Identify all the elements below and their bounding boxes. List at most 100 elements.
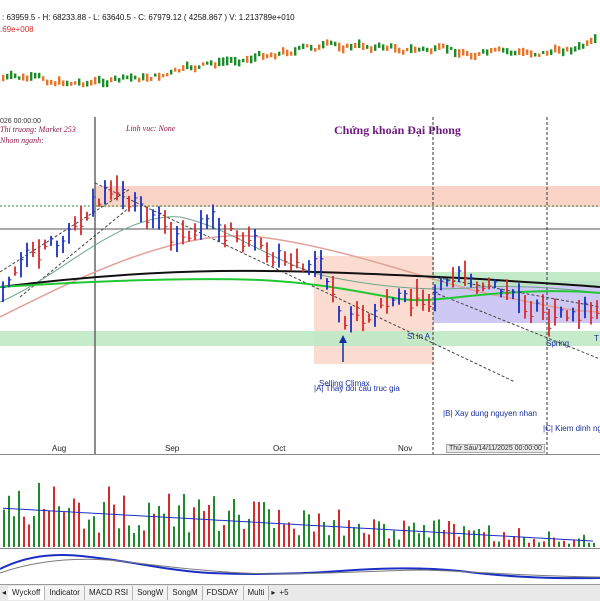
overview-bar: [338, 42, 341, 52]
overview-bar: [74, 81, 77, 85]
overview-bar: [462, 48, 465, 56]
overview-bar: [558, 46, 561, 54]
overview-bar: [550, 49, 553, 56]
overview-bar: [586, 40, 589, 47]
overview-bar: [222, 57, 225, 66]
overview-bar: [354, 42, 357, 49]
overview-bar: [482, 49, 485, 54]
overview-bar: [386, 45, 389, 51]
tab-fdsday[interactable]: FDSDAY: [202, 586, 244, 600]
overview-bar: [210, 60, 213, 66]
overview-bar: [314, 48, 317, 52]
tab-multi[interactable]: Multi: [243, 586, 270, 600]
volume-bar: [213, 496, 215, 547]
volume-bar: [308, 514, 310, 547]
channel-line-upper: [432, 276, 600, 308]
volume-bar: [483, 532, 485, 547]
tab-songm[interactable]: SongM: [168, 586, 203, 600]
volume-bar: [48, 510, 50, 547]
overview-bar: [38, 72, 41, 79]
volume-bar: [43, 508, 45, 547]
volume-bar: [138, 525, 140, 547]
overview-bar: [370, 46, 373, 53]
ohlc-header: : 63959.5 - H: 68233.88 - L: 63640.5 - C…: [2, 13, 295, 22]
macd-signal-line: [0, 558, 600, 578]
overview-bar: [234, 56, 237, 66]
overview-bar: [58, 76, 61, 85]
overview-bar: [506, 48, 509, 55]
overview-bar: [382, 44, 385, 51]
overview-bar: [486, 49, 489, 56]
overview-bar: [542, 51, 545, 55]
x-label-aug: Aug: [52, 444, 67, 453]
volume-bar: [528, 542, 530, 547]
overview-bar: [146, 73, 149, 82]
overview-bar: [246, 55, 249, 63]
volume-bar: [268, 509, 270, 547]
overview-bar: [166, 72, 169, 77]
volume-bar: [518, 528, 520, 547]
overview-bar: [366, 45, 369, 49]
volume-bar: [58, 506, 60, 547]
volume-bar: [428, 537, 430, 547]
volume-bar: [13, 516, 15, 547]
overview-bar: [34, 72, 37, 79]
volume-bar: [468, 530, 470, 547]
overview-bar: [394, 43, 397, 53]
tab-wyckoff[interactable]: Wyckoff: [8, 586, 46, 600]
volume-bar: [243, 528, 245, 547]
volume-bar: [473, 530, 475, 547]
volume-bar: [198, 499, 200, 547]
overview-bar: [106, 80, 109, 88]
tab-extra-button[interactable]: +5: [279, 588, 289, 597]
volume-bar: [458, 536, 460, 547]
overview-bar: [10, 70, 13, 80]
overview-bar: [454, 48, 457, 57]
volume-bar: [533, 538, 535, 547]
spring-label: Spring: [546, 339, 570, 348]
trend-line-2: [0, 188, 131, 273]
volume-bar: [8, 495, 10, 547]
overview-bar: [514, 50, 517, 56]
main-chart-panel[interactable]: 026 00:00:00 Thi truong: Market 253 Linh…: [0, 117, 600, 455]
overview-bar: [70, 81, 73, 86]
volume-bar: [353, 527, 355, 547]
overview-bar: [2, 74, 5, 82]
volume-bar: [373, 519, 375, 547]
trend-line-3: [19, 206, 131, 298]
demand-zone-upper: [433, 272, 600, 286]
tab-scroll-right-icon[interactable]: ▸: [271, 588, 276, 597]
overview-bar: [442, 43, 445, 49]
overview-bar: [186, 61, 189, 70]
overview-bar: [438, 43, 441, 50]
volume-bar: [3, 509, 5, 547]
overview-bar: [94, 77, 97, 85]
overview-bar: [182, 65, 185, 71]
volume-bar: [78, 502, 80, 547]
volume-bar: [438, 519, 440, 547]
overview-bar: [14, 73, 17, 79]
volume-bar: [283, 524, 285, 547]
overview-panel: : 63959.5 - H: 68233.88 - L: 63640.5 - C…: [0, 0, 600, 118]
volume-bar: [68, 507, 70, 547]
volume-bar: [563, 540, 565, 547]
tab-macd-rsi[interactable]: MACD RSI: [84, 586, 134, 600]
volume-bar: [463, 526, 465, 547]
ma-green: [0, 278, 600, 302]
tab-scroll-left-icon[interactable]: ◂: [2, 588, 7, 597]
overview-bar: [86, 80, 89, 87]
volume-bar: [143, 530, 145, 547]
volume-bar: [153, 513, 155, 547]
volume-bar: [278, 509, 280, 547]
overview-bar: [306, 44, 309, 48]
overview-bar: [18, 76, 21, 80]
volume-bar: [108, 486, 110, 547]
overview-bar: [406, 47, 409, 52]
volume-bar: [358, 523, 360, 547]
overview-bar: [218, 57, 221, 67]
overview-bar: [402, 49, 405, 55]
tab-indicator[interactable]: Indicator: [45, 586, 85, 600]
tab-songw[interactable]: SongW: [133, 586, 169, 600]
overview-bar: [518, 48, 521, 56]
volume-bar: [493, 541, 495, 547]
